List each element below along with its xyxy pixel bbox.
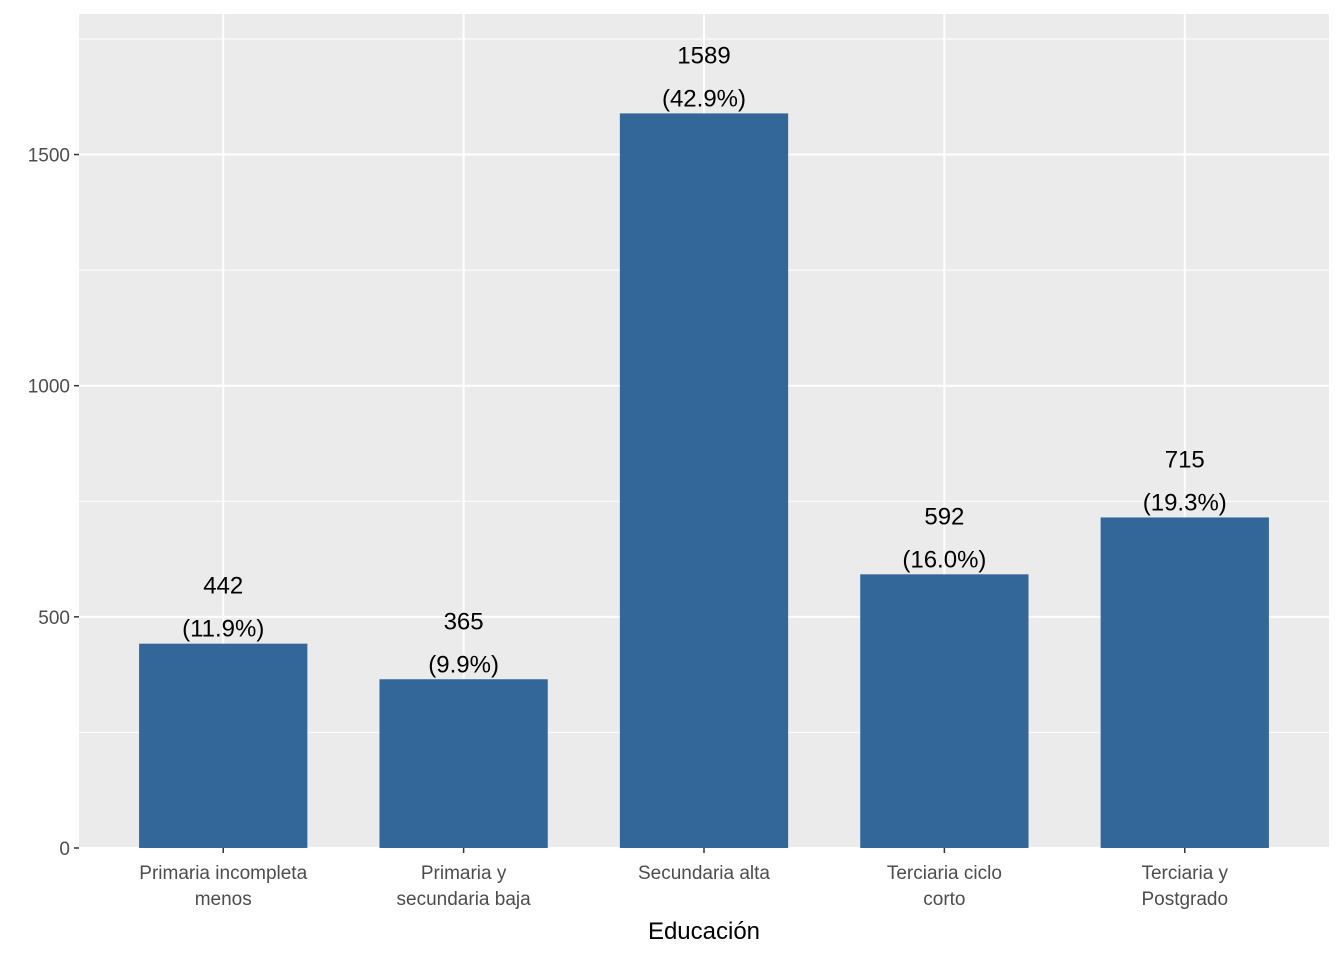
percent-label: (42.9%) xyxy=(662,85,746,112)
bar xyxy=(139,643,308,848)
value-label: 1589 xyxy=(677,42,730,69)
x-tick-label: corto xyxy=(923,889,965,910)
percent-label: (11.9%) xyxy=(182,616,264,643)
x-tick-label: Primaria y xyxy=(421,863,507,884)
x-axis: Primaria incompleta menos Primaria y secund… xyxy=(139,848,1229,910)
bar xyxy=(619,113,789,848)
x-tick-label: Primaria incompleta xyxy=(139,863,307,884)
x-tick-label: secundaria baja xyxy=(397,889,532,910)
x-tick-label: Secundaria alta xyxy=(638,863,770,884)
percent-label: (9.9%) xyxy=(428,651,499,678)
bar xyxy=(860,574,1029,848)
y-tick-label: 1500 xyxy=(28,146,70,167)
value-label: 365 xyxy=(444,608,484,635)
data-labels: 442 (11.9%) 365 (9.9%) 1589 (42.9%) 592 (16.0%)… xyxy=(182,42,1227,678)
y-tick-label: 500 xyxy=(38,608,70,629)
x-tick-label: Terciaria y xyxy=(1141,863,1228,884)
x-tick-label: menos xyxy=(195,889,252,910)
x-tick-label: Terciaria ciclo xyxy=(887,863,1002,884)
value-label: 592 xyxy=(924,503,964,530)
value-label: 715 xyxy=(1165,446,1205,473)
percent-label: (16.0%) xyxy=(902,546,986,573)
x-tick-label: Postgrado xyxy=(1141,889,1228,910)
bar xyxy=(379,679,548,848)
bars xyxy=(139,113,1269,848)
percent-label: (19.3%) xyxy=(1143,489,1227,516)
bar xyxy=(1100,517,1269,848)
y-tick-label: 1000 xyxy=(28,377,70,398)
x-axis-title: Educación xyxy=(648,918,760,945)
value-label: 442 xyxy=(203,573,243,600)
y-tick-label: 0 xyxy=(59,839,70,860)
y-axis: 0 500 1000 1500 xyxy=(28,146,79,860)
